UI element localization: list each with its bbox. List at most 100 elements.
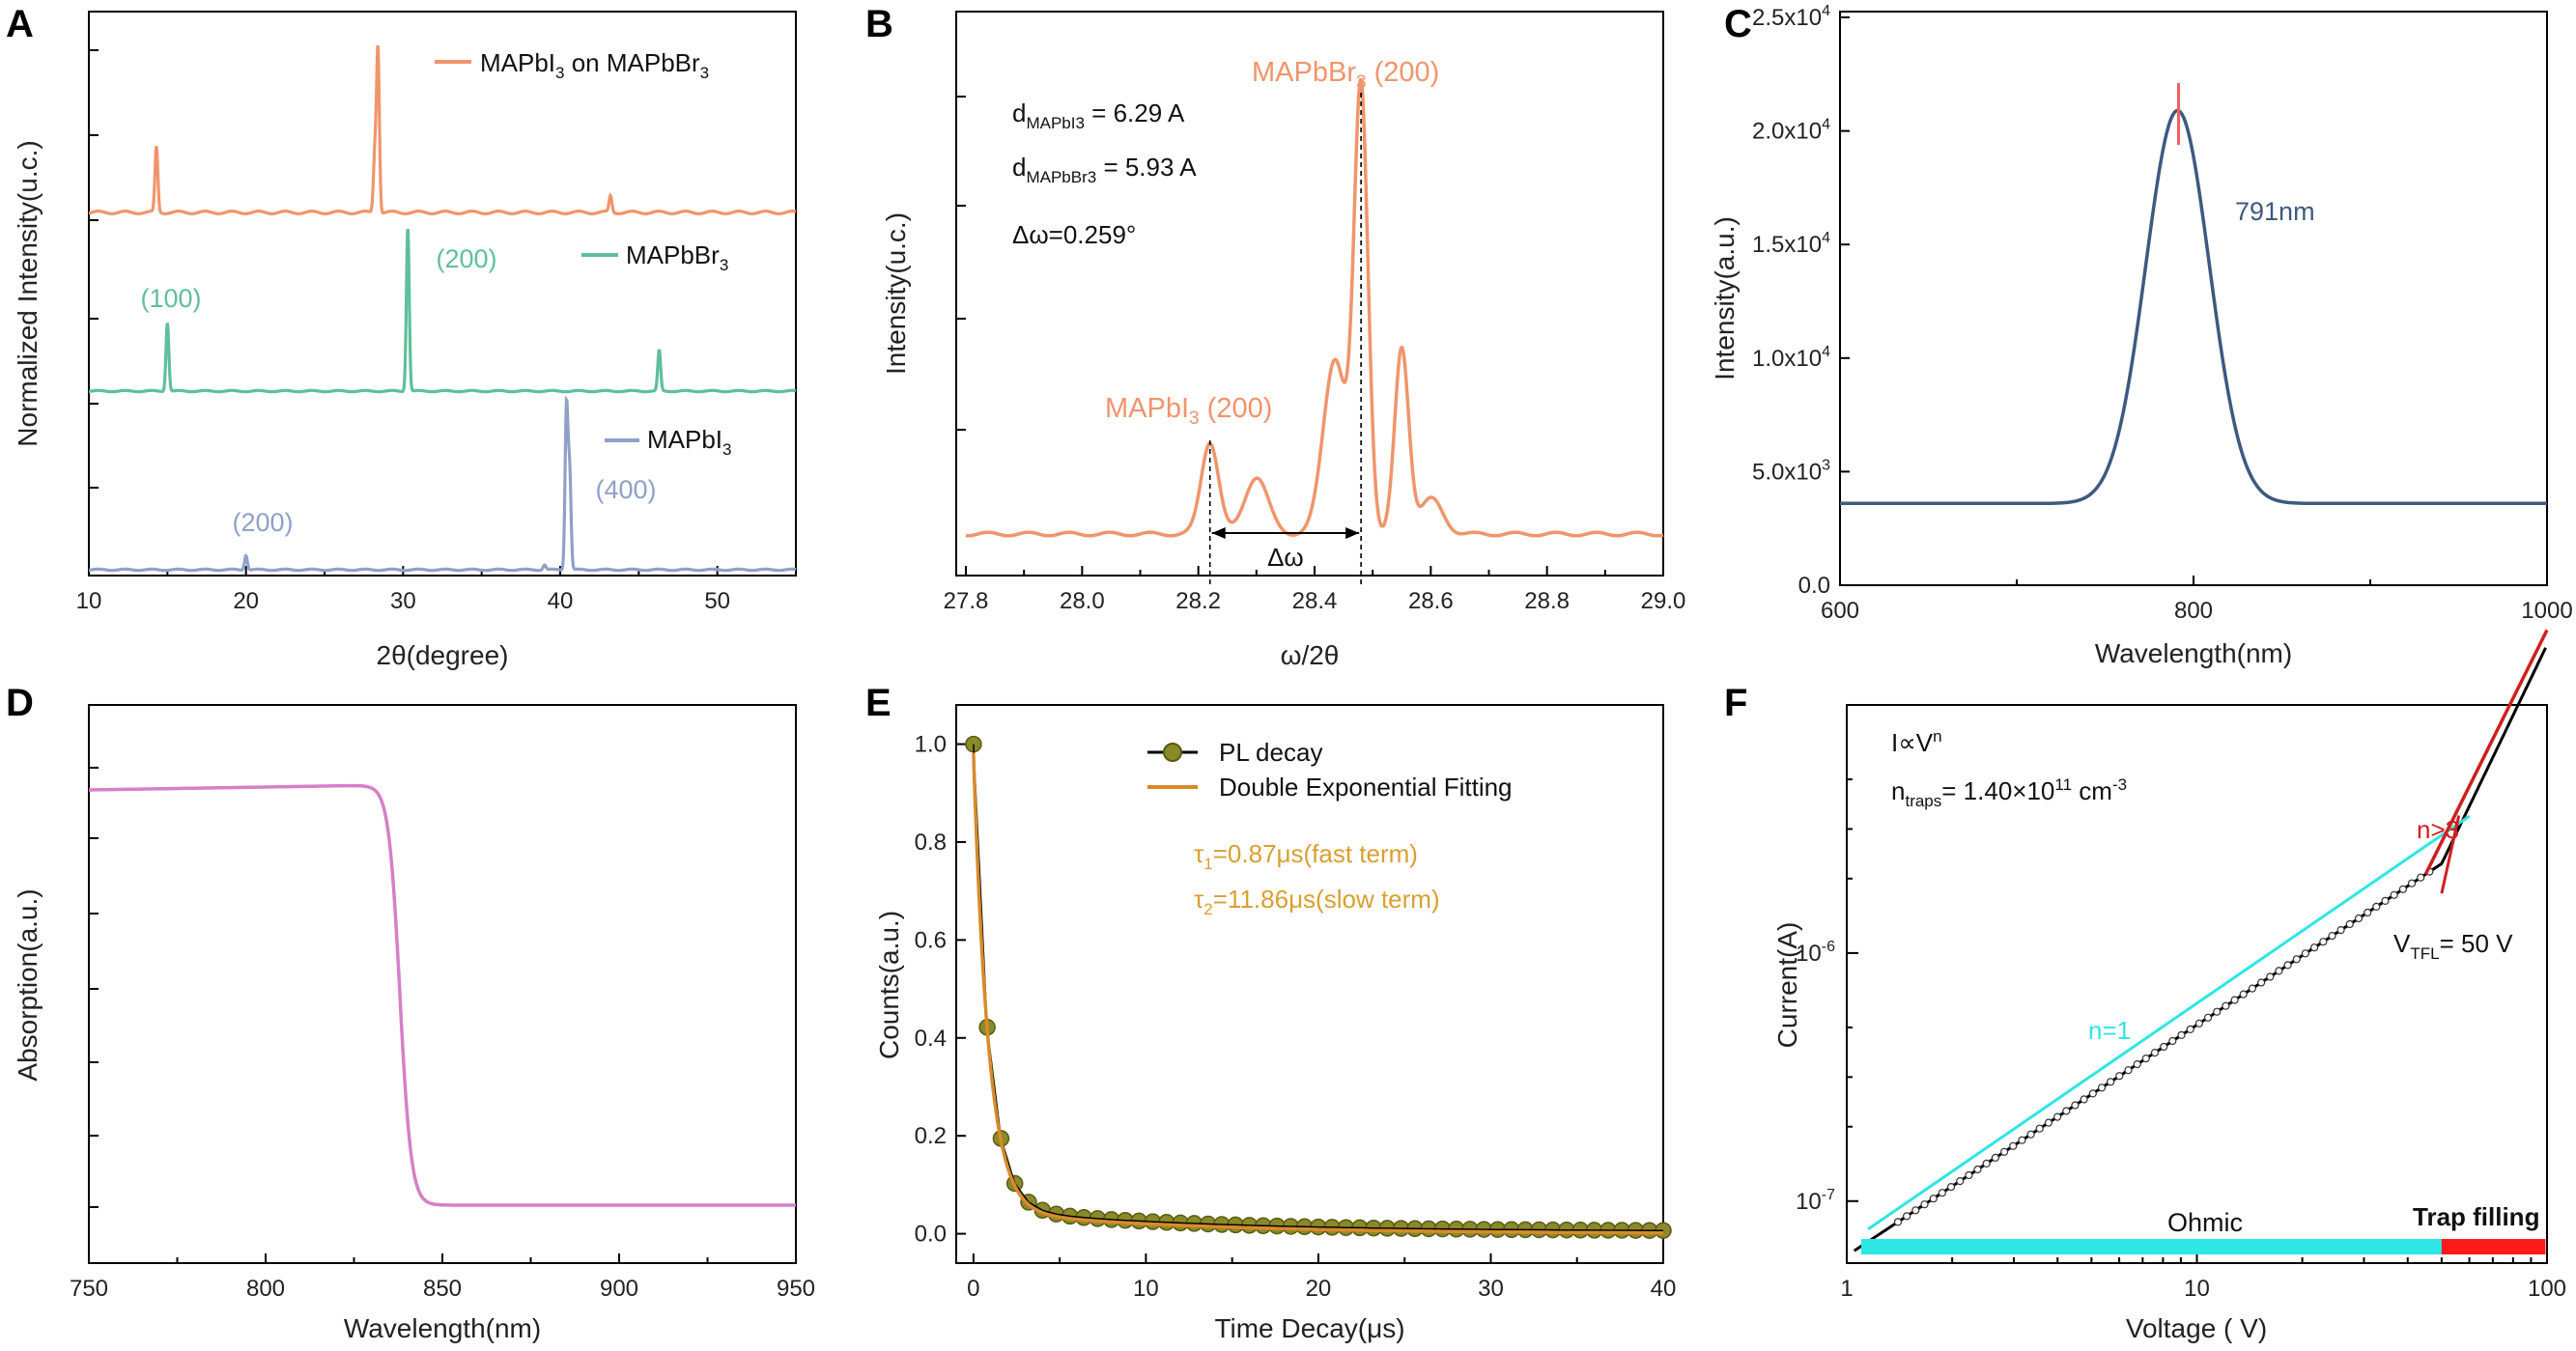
panel-a-series-line xyxy=(89,228,797,394)
panel-f-data-point xyxy=(2053,1112,2062,1121)
annotation-c-peak: 791nm xyxy=(2235,197,2315,226)
panel-b-frame xyxy=(955,11,1664,577)
panel-e-ytick-label: 0.0 xyxy=(915,1222,947,1248)
panel-f-data-point xyxy=(1893,1218,1903,1226)
panel-b-arrowhead-left xyxy=(1211,527,1226,539)
panel-f-data-point xyxy=(2026,1130,2035,1139)
panel-c-ytick-label: 2.5x104 xyxy=(1752,3,1830,31)
panel-c-xlabel: Wavelength(nm) xyxy=(2095,638,2292,668)
panel-c-ytick-label: 1.5x104 xyxy=(1752,230,1830,258)
panel-b-xtick-label: 28.4 xyxy=(1292,588,1338,614)
panel-c-xtick-label: 600 xyxy=(1821,598,1859,624)
panel-a-xtick-label: 10 xyxy=(76,588,102,614)
panel-f-xlabel: Voltage ( V) xyxy=(2126,1313,2267,1343)
panel-e-frame xyxy=(955,704,1664,1264)
panel-b-series-line xyxy=(965,77,1664,538)
annotation-f-ntraps: ntraps= 1.40×1011 cm-3 xyxy=(1891,775,2127,810)
panel-e-xtick-label: 20 xyxy=(1306,1276,1332,1302)
panel-c-xtick-label: 800 xyxy=(2174,598,2213,624)
panel-e-xtick-label: 40 xyxy=(1651,1276,1677,1302)
panel-a-series-line xyxy=(88,44,797,215)
panel-c-ytick-label: 1.0x104 xyxy=(1752,344,1830,372)
panel-b-xtick-label: 28.2 xyxy=(1175,588,1221,614)
panel-f-data-point xyxy=(1991,1153,1999,1163)
panel-a-xtick-label: 20 xyxy=(233,588,259,614)
panel-f-data-point xyxy=(2345,919,2354,929)
panel-f-data-point xyxy=(2230,996,2239,1004)
panel-b-xtick-label: 29.0 xyxy=(1641,588,1686,614)
legend-label-e2: Double Exponential Fitting xyxy=(1219,773,1513,802)
annotation-b-domega: Δω=0.259° xyxy=(1012,220,1136,249)
panel-f-data-point xyxy=(2124,1066,2133,1075)
panel-f-data-point xyxy=(2160,1042,2168,1052)
panel-f-markers xyxy=(1893,867,2434,1226)
panel-f-ytick-label: 10-7 xyxy=(1796,1187,1835,1215)
panel-f-xtick-label: 10 xyxy=(2184,1276,2210,1302)
panel-f-data-point xyxy=(2080,1095,2088,1104)
panel-f-data-point xyxy=(2186,1025,2194,1034)
panel-f-data-point xyxy=(2319,938,2328,946)
panel-f-data-point xyxy=(1973,1165,1982,1174)
panel-label-c: C xyxy=(1724,3,1752,45)
legend-label-a2: MAPbBr3 xyxy=(626,240,728,274)
panel-f-xtick-label: 100 xyxy=(2528,1276,2566,1302)
panel-d-series-line xyxy=(89,783,796,1207)
annotation-a-200-br: (200) xyxy=(436,244,496,273)
panel-f-data-point xyxy=(1982,1159,1991,1168)
panel-f-data-point xyxy=(1911,1206,1920,1215)
panel-f-data-point xyxy=(2222,1001,2230,1010)
panel-a-xtick-label: 50 xyxy=(704,588,730,614)
panel-f-ohmic-bar xyxy=(1861,1239,2442,1254)
panel-f-data-point xyxy=(2310,943,2319,952)
panel-a-xlabel: 2θ(degree) xyxy=(377,640,509,670)
panel-f-data-point xyxy=(2213,1007,2222,1016)
panel-f-data-point xyxy=(2150,1048,2160,1057)
panel-e-ytick-label: 0.4 xyxy=(915,1026,947,1052)
panel-c-ytick-label: 5.0x103 xyxy=(1752,457,1830,485)
panel-f-data-point xyxy=(2301,949,2309,958)
panel-f-data-point xyxy=(2364,908,2372,917)
panel-b-ylabel: Intensity(u.c.) xyxy=(881,212,911,375)
panel-f-data-point xyxy=(2194,1019,2203,1027)
panel-label-d: D xyxy=(6,682,34,724)
panel-c-xtick-label: 1000 xyxy=(2521,598,2572,624)
panel-f-data-point xyxy=(2203,1013,2213,1022)
panel-f-fit-n3 xyxy=(2423,629,2549,876)
panel-a-ylabel: Normalized Intensity(u.c.) xyxy=(13,140,42,446)
panel-e-ylabel: Counts(a.u.) xyxy=(874,911,904,1059)
annotation-f-trap: Trap filling xyxy=(2413,1202,2539,1231)
panel-c-chart: 600 800 1000 0.0 5.0x103 1.0x104 1.5x104 2.0x10… xyxy=(1710,3,2573,668)
panel-f-data-point xyxy=(2009,1141,2018,1150)
panel-a-xtick-label: 30 xyxy=(390,588,416,614)
panel-label-a: A xyxy=(6,3,34,45)
panel-a-series-line xyxy=(89,395,797,573)
panel-f-data-point xyxy=(2088,1089,2097,1098)
panel-f-trap-bar xyxy=(2441,1239,2546,1254)
panel-f-fit-n3-tangent xyxy=(2440,815,2461,894)
panel-e-xlabel: Time Decay(μs) xyxy=(1214,1313,1404,1343)
panel-f-data-point xyxy=(2292,955,2301,964)
panel-d-chart: 750 800 850 900 950 Wavelength(nm) Absorptio… xyxy=(13,704,815,1343)
panel-f-data-point xyxy=(2115,1072,2124,1081)
panel-c-ytick-label: 2.0x104 xyxy=(1752,117,1830,145)
legend-label-e1: PL decay xyxy=(1219,738,1322,767)
panel-f-data-point xyxy=(1929,1195,1938,1203)
panel-f-data-point xyxy=(1946,1182,1956,1192)
panel-f-ylabel: Current(A) xyxy=(1772,922,1802,1049)
panel-f-data-point xyxy=(2328,931,2336,941)
panel-a-xtick-label: 40 xyxy=(548,588,574,614)
panel-f-data-point xyxy=(2398,885,2407,893)
annotation-b-arrow: Δω xyxy=(1267,543,1304,572)
panel-e-ytick-label: 1.0 xyxy=(915,732,947,758)
panel-f-data-point xyxy=(2062,1107,2071,1115)
panel-label-b: B xyxy=(865,3,893,45)
panel-f-data-point xyxy=(1965,1170,1973,1180)
annotation-f-n1: n=1 xyxy=(2088,1016,2131,1045)
panel-f-data-point xyxy=(2044,1118,2052,1127)
panel-c-ytick-label: 0.0 xyxy=(1798,573,1830,599)
panel-f-data-point xyxy=(2035,1124,2044,1133)
panel-e-ytick-label: 0.2 xyxy=(915,1123,947,1149)
legend-swatch-e1-marker xyxy=(1163,743,1182,762)
panel-d-xlabel: Wavelength(nm) xyxy=(344,1313,541,1343)
panel-f-data-point xyxy=(2417,873,2425,882)
